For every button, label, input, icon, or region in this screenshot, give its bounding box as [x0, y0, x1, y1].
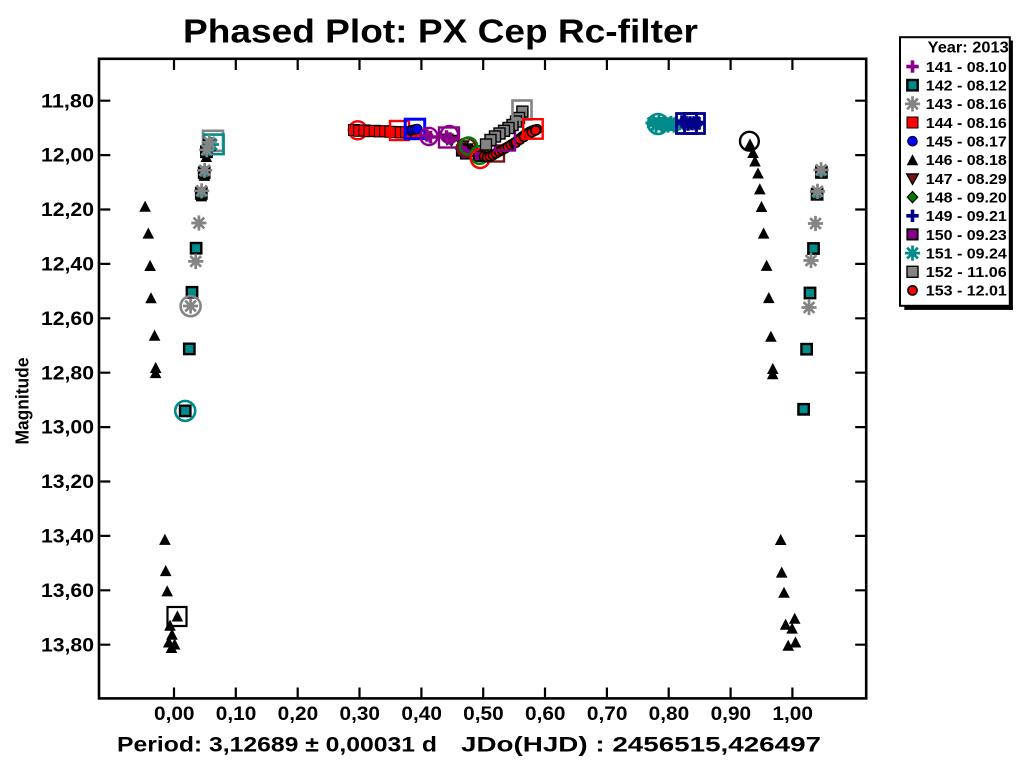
svg-text:153 - 12.01: 153 - 12.01 — [926, 284, 1007, 300]
svg-text:148 - 09.20: 148 - 09.20 — [926, 190, 1007, 206]
svg-text:149 - 09.21: 149 - 09.21 — [926, 209, 1007, 225]
svg-text:141 - 08.10: 141 - 08.10 — [926, 60, 1007, 76]
svg-text:0,20: 0,20 — [278, 703, 319, 725]
svg-text:0,90: 0,90 — [711, 703, 752, 725]
svg-text:12,60: 12,60 — [41, 308, 94, 330]
svg-text:147 - 08.29: 147 - 08.29 — [926, 172, 1007, 188]
svg-text:0,70: 0,70 — [587, 703, 628, 725]
svg-text:145 - 08.17: 145 - 08.17 — [926, 135, 1007, 151]
svg-text:Period: 3,12689 ± 0,00031 d: Period: 3,12689 ± 0,00031 d — [117, 734, 437, 757]
svg-text:152 - 11.06: 152 - 11.06 — [926, 265, 1007, 281]
svg-text:12,80: 12,80 — [41, 362, 94, 384]
svg-text:12,20: 12,20 — [41, 199, 94, 221]
svg-text:13,80: 13,80 — [41, 634, 94, 656]
svg-text:151 - 09.24: 151 - 09.24 — [926, 246, 1007, 262]
svg-text:0,60: 0,60 — [525, 703, 566, 725]
svg-text:13,40: 13,40 — [41, 526, 94, 548]
svg-text:0,30: 0,30 — [340, 703, 381, 725]
svg-text:13,20: 13,20 — [41, 471, 94, 493]
svg-text:JDo(HJD) : 2456515,426497: JDo(HJD) : 2456515,426497 — [461, 734, 821, 757]
svg-text:Phased Plot: PX Cep Rc-filter: Phased Plot: PX Cep Rc-filter — [183, 13, 698, 50]
svg-text:142 - 08.12: 142 - 08.12 — [926, 79, 1007, 95]
svg-text:13,00: 13,00 — [41, 417, 94, 439]
svg-text:146 - 08.18: 146 - 08.18 — [926, 153, 1007, 169]
svg-text:11,80: 11,80 — [41, 90, 94, 112]
svg-text:150 - 09.23: 150 - 09.23 — [926, 228, 1007, 244]
svg-text:1,00: 1,00 — [772, 703, 813, 725]
svg-text:13,60: 13,60 — [41, 580, 94, 602]
svg-text:0,80: 0,80 — [649, 703, 690, 725]
svg-text:Year: 2013: Year: 2013 — [928, 40, 1009, 57]
svg-text:Magnitude: Magnitude — [13, 358, 33, 445]
svg-text:12,00: 12,00 — [41, 145, 94, 167]
svg-text:0,40: 0,40 — [401, 703, 442, 725]
svg-text:143 - 08.16: 143 - 08.16 — [926, 97, 1007, 113]
svg-text:0,10: 0,10 — [216, 703, 257, 725]
svg-text:0,50: 0,50 — [463, 703, 504, 725]
svg-text:0,00: 0,00 — [154, 703, 195, 725]
svg-text:144 - 08.16: 144 - 08.16 — [926, 116, 1007, 132]
svg-text:12,40: 12,40 — [41, 254, 94, 276]
